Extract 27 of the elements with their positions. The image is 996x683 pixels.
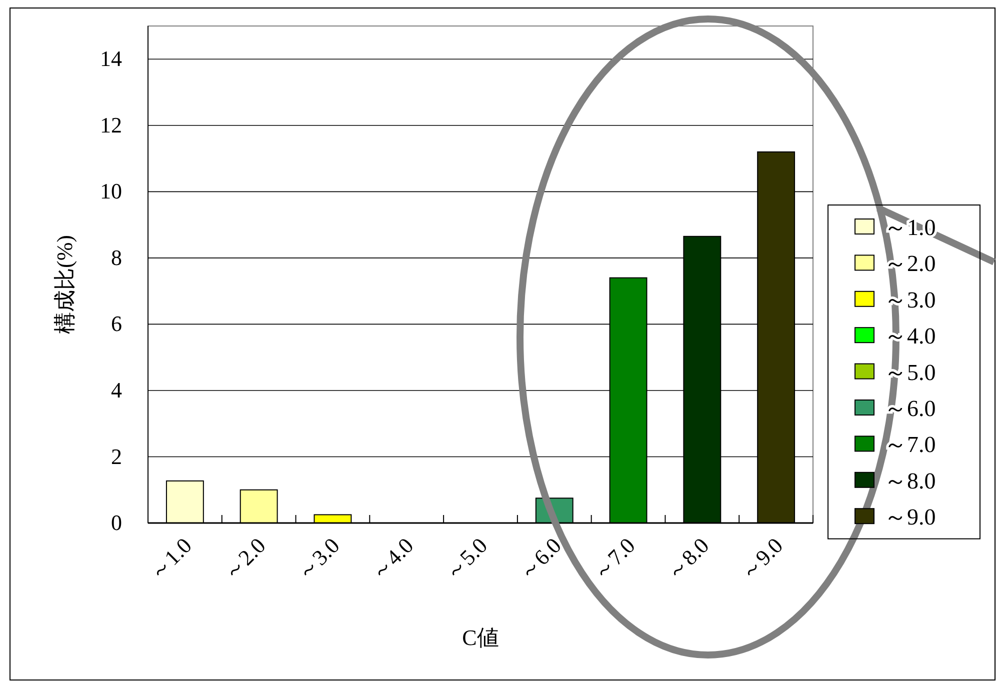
y-tick-label: 10 <box>100 178 122 204</box>
x-tick-label: ～3.0 <box>292 532 344 586</box>
y-tick-label: 0 <box>111 510 122 536</box>
y-tick-label: 2 <box>111 444 122 469</box>
x-axis-title: C値 <box>462 625 499 650</box>
legend-label: ～6.0 <box>884 396 936 421</box>
y-axis-title: 構成比(%) <box>52 235 77 334</box>
x-tick-label: ～6.0 <box>513 532 566 586</box>
legend-label: ～8.0 <box>884 468 936 494</box>
x-tick-label: ～7.0 <box>587 532 640 586</box>
legend-label: ～5.0 <box>884 360 936 385</box>
legend-label: ～3.0 <box>884 287 936 312</box>
x-tick-label: ～8.0 <box>661 532 714 586</box>
y-tick-label: 4 <box>111 378 122 403</box>
legend-label: ～7.0 <box>884 432 936 458</box>
x-tick-label: ～2.0 <box>218 532 270 586</box>
legend-label: ～9.0 <box>884 504 936 530</box>
y-tick-label: 8 <box>111 244 122 270</box>
legend-label: ～2.0 <box>884 251 936 276</box>
y-tick-label: 12 <box>100 112 122 138</box>
x-tick-label: ～1.0 <box>144 532 196 586</box>
x-tick-label: ～4.0 <box>365 532 418 586</box>
y-tick-label: 6 <box>111 311 122 336</box>
x-tick-label: ～9.0 <box>734 532 788 586</box>
y-tick-label: 14 <box>100 46 122 72</box>
x-tick-label: ～5.0 <box>439 532 492 586</box>
legend-label: ～4.0 <box>884 324 936 349</box>
